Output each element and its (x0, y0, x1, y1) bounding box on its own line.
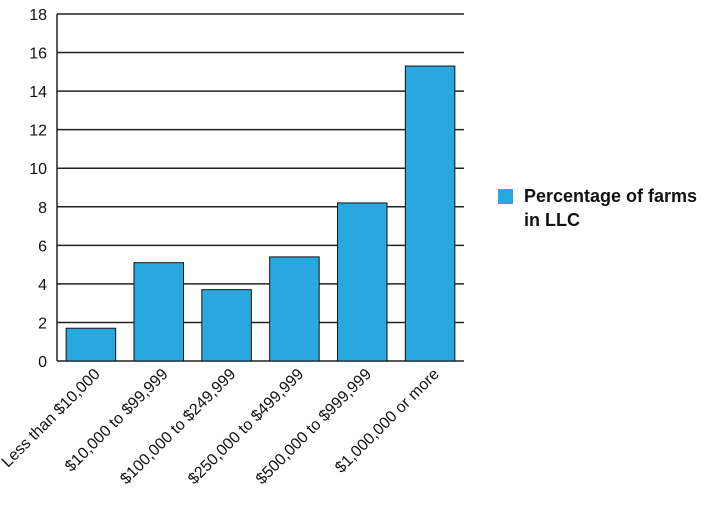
y-tick-label: 12 (29, 123, 47, 140)
bars (65, 65, 456, 362)
x-tick-label: $500,000 to $999,999 (253, 366, 375, 488)
y-tick-label: 2 (38, 315, 47, 332)
y-tick-label: 0 (38, 354, 47, 371)
legend-label-line-1: Percentage of farms (524, 186, 697, 206)
y-tick-label: 16 (29, 46, 47, 63)
bar (133, 262, 185, 362)
y-tick-label: 4 (38, 277, 47, 294)
legend: Percentage of farms in LLC (498, 186, 697, 230)
x-tick-label: $250,000 to $499,999 (185, 366, 307, 488)
bar (404, 65, 456, 362)
y-tick-label: 14 (29, 84, 47, 101)
x-tick-labels: Less than $10,000$10,000 to $99,999$100,… (0, 366, 443, 488)
bar (201, 289, 252, 362)
axes (56, 14, 464, 362)
y-tick-label: 8 (38, 200, 47, 217)
bar (269, 256, 320, 362)
gridlines (57, 13, 464, 324)
legend-label-line-2: in LLC (524, 210, 580, 230)
x-tick-label: $100,000 to $249,999 (117, 366, 239, 488)
bar (336, 202, 388, 362)
y-tick-label: 10 (29, 161, 47, 178)
y-tick-label: 6 (38, 238, 47, 255)
bar (65, 327, 117, 362)
y-tick-labels: 0 2 4 6 8 10 12 14 16 18 (29, 7, 47, 371)
y-tick-label: 18 (29, 7, 47, 24)
legend-swatch (498, 189, 513, 204)
